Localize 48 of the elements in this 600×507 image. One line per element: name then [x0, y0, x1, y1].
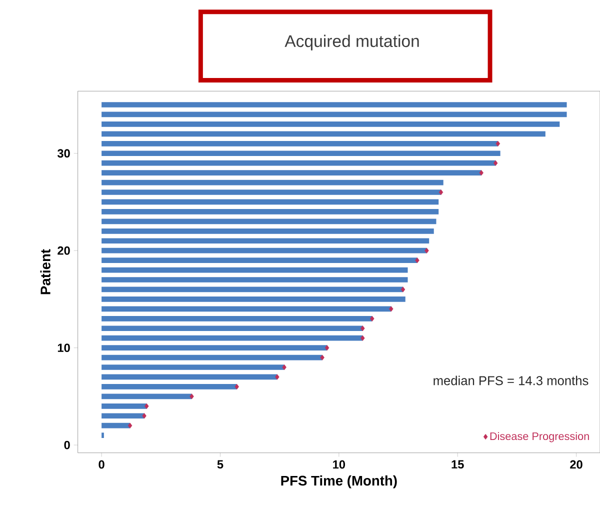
- chart-title: Acquired mutation: [284, 34, 419, 50]
- bar: [102, 131, 546, 136]
- bar: [102, 267, 408, 273]
- y-tick-label: 20: [58, 246, 70, 255]
- bar: [102, 286, 404, 292]
- bar: [102, 306, 392, 312]
- bar: [102, 160, 496, 166]
- bar: [102, 354, 322, 360]
- bar: [102, 150, 500, 156]
- bar: [102, 228, 434, 234]
- bar: [102, 199, 439, 204]
- bar: [102, 413, 144, 418]
- x-axis-title: PFS Time (Month): [281, 475, 397, 488]
- bar: [102, 384, 237, 390]
- bar: [102, 257, 418, 263]
- bar: [102, 335, 363, 341]
- x-tick-label: 5: [217, 460, 224, 468]
- bar: [102, 208, 439, 214]
- x-tick-label: 10: [333, 460, 346, 468]
- bar: [102, 140, 498, 146]
- annotation: median PFS = 14.3 months: [434, 376, 588, 386]
- x-tick-label: 15: [452, 460, 464, 468]
- bar: [102, 121, 560, 127]
- bar: [102, 296, 406, 302]
- bar: [102, 248, 427, 254]
- bar: [102, 189, 441, 195]
- bar: [102, 403, 147, 409]
- bar: [102, 422, 130, 428]
- bar: [102, 238, 430, 244]
- bar: [102, 112, 567, 117]
- y-tick-label: 0: [64, 440, 70, 450]
- bar: [102, 326, 363, 331]
- bar: [102, 316, 372, 322]
- bar: [102, 218, 436, 224]
- x-tick-label: 20: [570, 460, 582, 468]
- bar: [102, 364, 284, 370]
- bar: [102, 276, 408, 282]
- y-tick-label: 10: [58, 343, 70, 352]
- y-tick-label: 30: [57, 149, 70, 158]
- bar: [102, 394, 192, 399]
- bar: [102, 170, 482, 176]
- legend-label: Disease Progression: [490, 432, 589, 442]
- y-axis-title: Patient: [40, 248, 50, 294]
- bar: [102, 180, 444, 186]
- bar: [102, 374, 278, 380]
- bar: [102, 344, 328, 350]
- x-tick-label: 0: [98, 460, 104, 468]
- bar: [102, 102, 567, 108]
